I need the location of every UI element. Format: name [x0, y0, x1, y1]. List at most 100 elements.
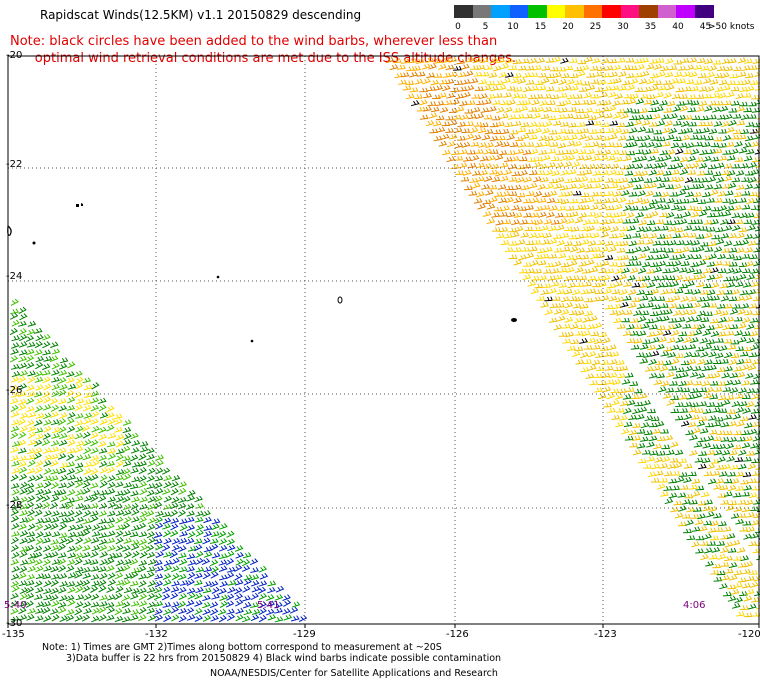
wind-barb	[532, 161, 542, 168]
wind-barb	[707, 478, 717, 485]
wind-barb	[733, 430, 742, 436]
wind-barb	[74, 454, 84, 462]
wind-barb	[82, 377, 92, 384]
wind-barb	[616, 122, 626, 128]
wind-barb	[646, 78, 656, 85]
wind-barb	[683, 351, 693, 358]
wind-barb	[470, 154, 480, 162]
wind-barb	[82, 487, 91, 495]
legend-swatch	[694, 5, 714, 18]
wind-barb	[600, 183, 610, 190]
wind-barb	[511, 171, 521, 177]
wind-barb	[677, 78, 687, 84]
wind-barb	[91, 459, 100, 467]
wind-barb	[542, 154, 551, 161]
wind-barb	[639, 170, 649, 177]
wind-barb	[675, 176, 685, 183]
wind-barb	[82, 453, 92, 461]
wind-barb	[187, 592, 196, 600]
wind-barb	[530, 275, 540, 281]
wind-barb	[153, 593, 163, 601]
wind-barb	[58, 363, 68, 370]
wind-barb	[10, 580, 20, 588]
wind-barb	[636, 239, 645, 245]
wind-barb	[195, 523, 205, 531]
wind-barb	[234, 579, 244, 586]
wind-barb	[689, 197, 699, 203]
wind-barb	[680, 371, 689, 378]
wind-barb	[726, 281, 736, 288]
wind-barb	[11, 319, 20, 327]
wind-barb	[668, 240, 677, 246]
wind-barb	[724, 65, 734, 72]
wind-barb	[549, 178, 558, 184]
wind-barb	[74, 382, 84, 390]
wind-barb	[35, 573, 45, 579]
wind-barb	[538, 149, 548, 155]
wind-barb	[178, 537, 188, 544]
wind-barb	[626, 135, 636, 141]
wind-barb	[579, 163, 588, 170]
legend-swatch	[491, 5, 510, 18]
wind-barb	[209, 538, 219, 544]
wind-barb	[495, 233, 505, 239]
wind-barb	[50, 522, 59, 530]
wind-barb	[501, 205, 510, 212]
wind-barb	[162, 517, 172, 525]
wind-barb	[59, 502, 68, 509]
wind-barb	[578, 197, 588, 204]
wind-barb	[681, 387, 691, 393]
wind-barb	[67, 447, 76, 454]
wind-barb	[646, 331, 656, 337]
wind-barb	[499, 211, 508, 217]
wind-barb	[555, 176, 565, 183]
wind-barb	[34, 558, 43, 566]
wind-barb	[600, 106, 610, 113]
wind-barb	[34, 391, 43, 398]
wind-barb	[516, 239, 526, 245]
wind-barb	[624, 372, 634, 378]
wind-barb	[50, 481, 60, 490]
wind-barb	[751, 393, 760, 400]
wind-barb	[625, 73, 635, 79]
wind-barb	[194, 600, 203, 607]
wind-barb	[82, 585, 91, 593]
wind-barb	[473, 122, 483, 127]
wind-barb	[83, 412, 93, 419]
wind-barb	[605, 205, 615, 211]
wind-barb	[629, 381, 639, 387]
wind-barb	[626, 84, 636, 91]
wind-barb	[654, 105, 664, 112]
wind-barb	[616, 184, 626, 191]
wind-barb	[543, 218, 553, 225]
wind-barb	[122, 460, 132, 467]
wind-barb	[415, 58, 425, 64]
wind-barb	[74, 614, 84, 622]
wind-barb	[739, 416, 749, 421]
wind-barb	[569, 198, 579, 204]
wind-barb	[580, 128, 590, 133]
wind-barb	[98, 532, 108, 539]
wind-barb	[210, 566, 219, 574]
wind-barb	[597, 142, 607, 148]
wind-barb	[732, 304, 741, 309]
wind-barb	[643, 99, 653, 105]
wind-barb	[628, 240, 638, 247]
wind-barb	[730, 588, 740, 595]
wind-barb	[58, 412, 68, 419]
wind-barb	[50, 587, 60, 595]
wind-barb	[558, 218, 568, 225]
wind-barb	[42, 545, 52, 552]
wind-barb	[593, 262, 603, 268]
wind-barb	[512, 58, 522, 65]
wind-barb	[18, 607, 27, 615]
wind-barb	[57, 552, 67, 559]
wind-barb	[525, 240, 535, 246]
wind-barb	[500, 113, 509, 119]
wind-barb	[650, 288, 660, 295]
wind-barb	[605, 190, 615, 197]
wind-barb	[613, 190, 622, 197]
wind-barb	[532, 240, 542, 245]
wind-barb	[746, 274, 756, 280]
wind-barb	[653, 129, 663, 135]
